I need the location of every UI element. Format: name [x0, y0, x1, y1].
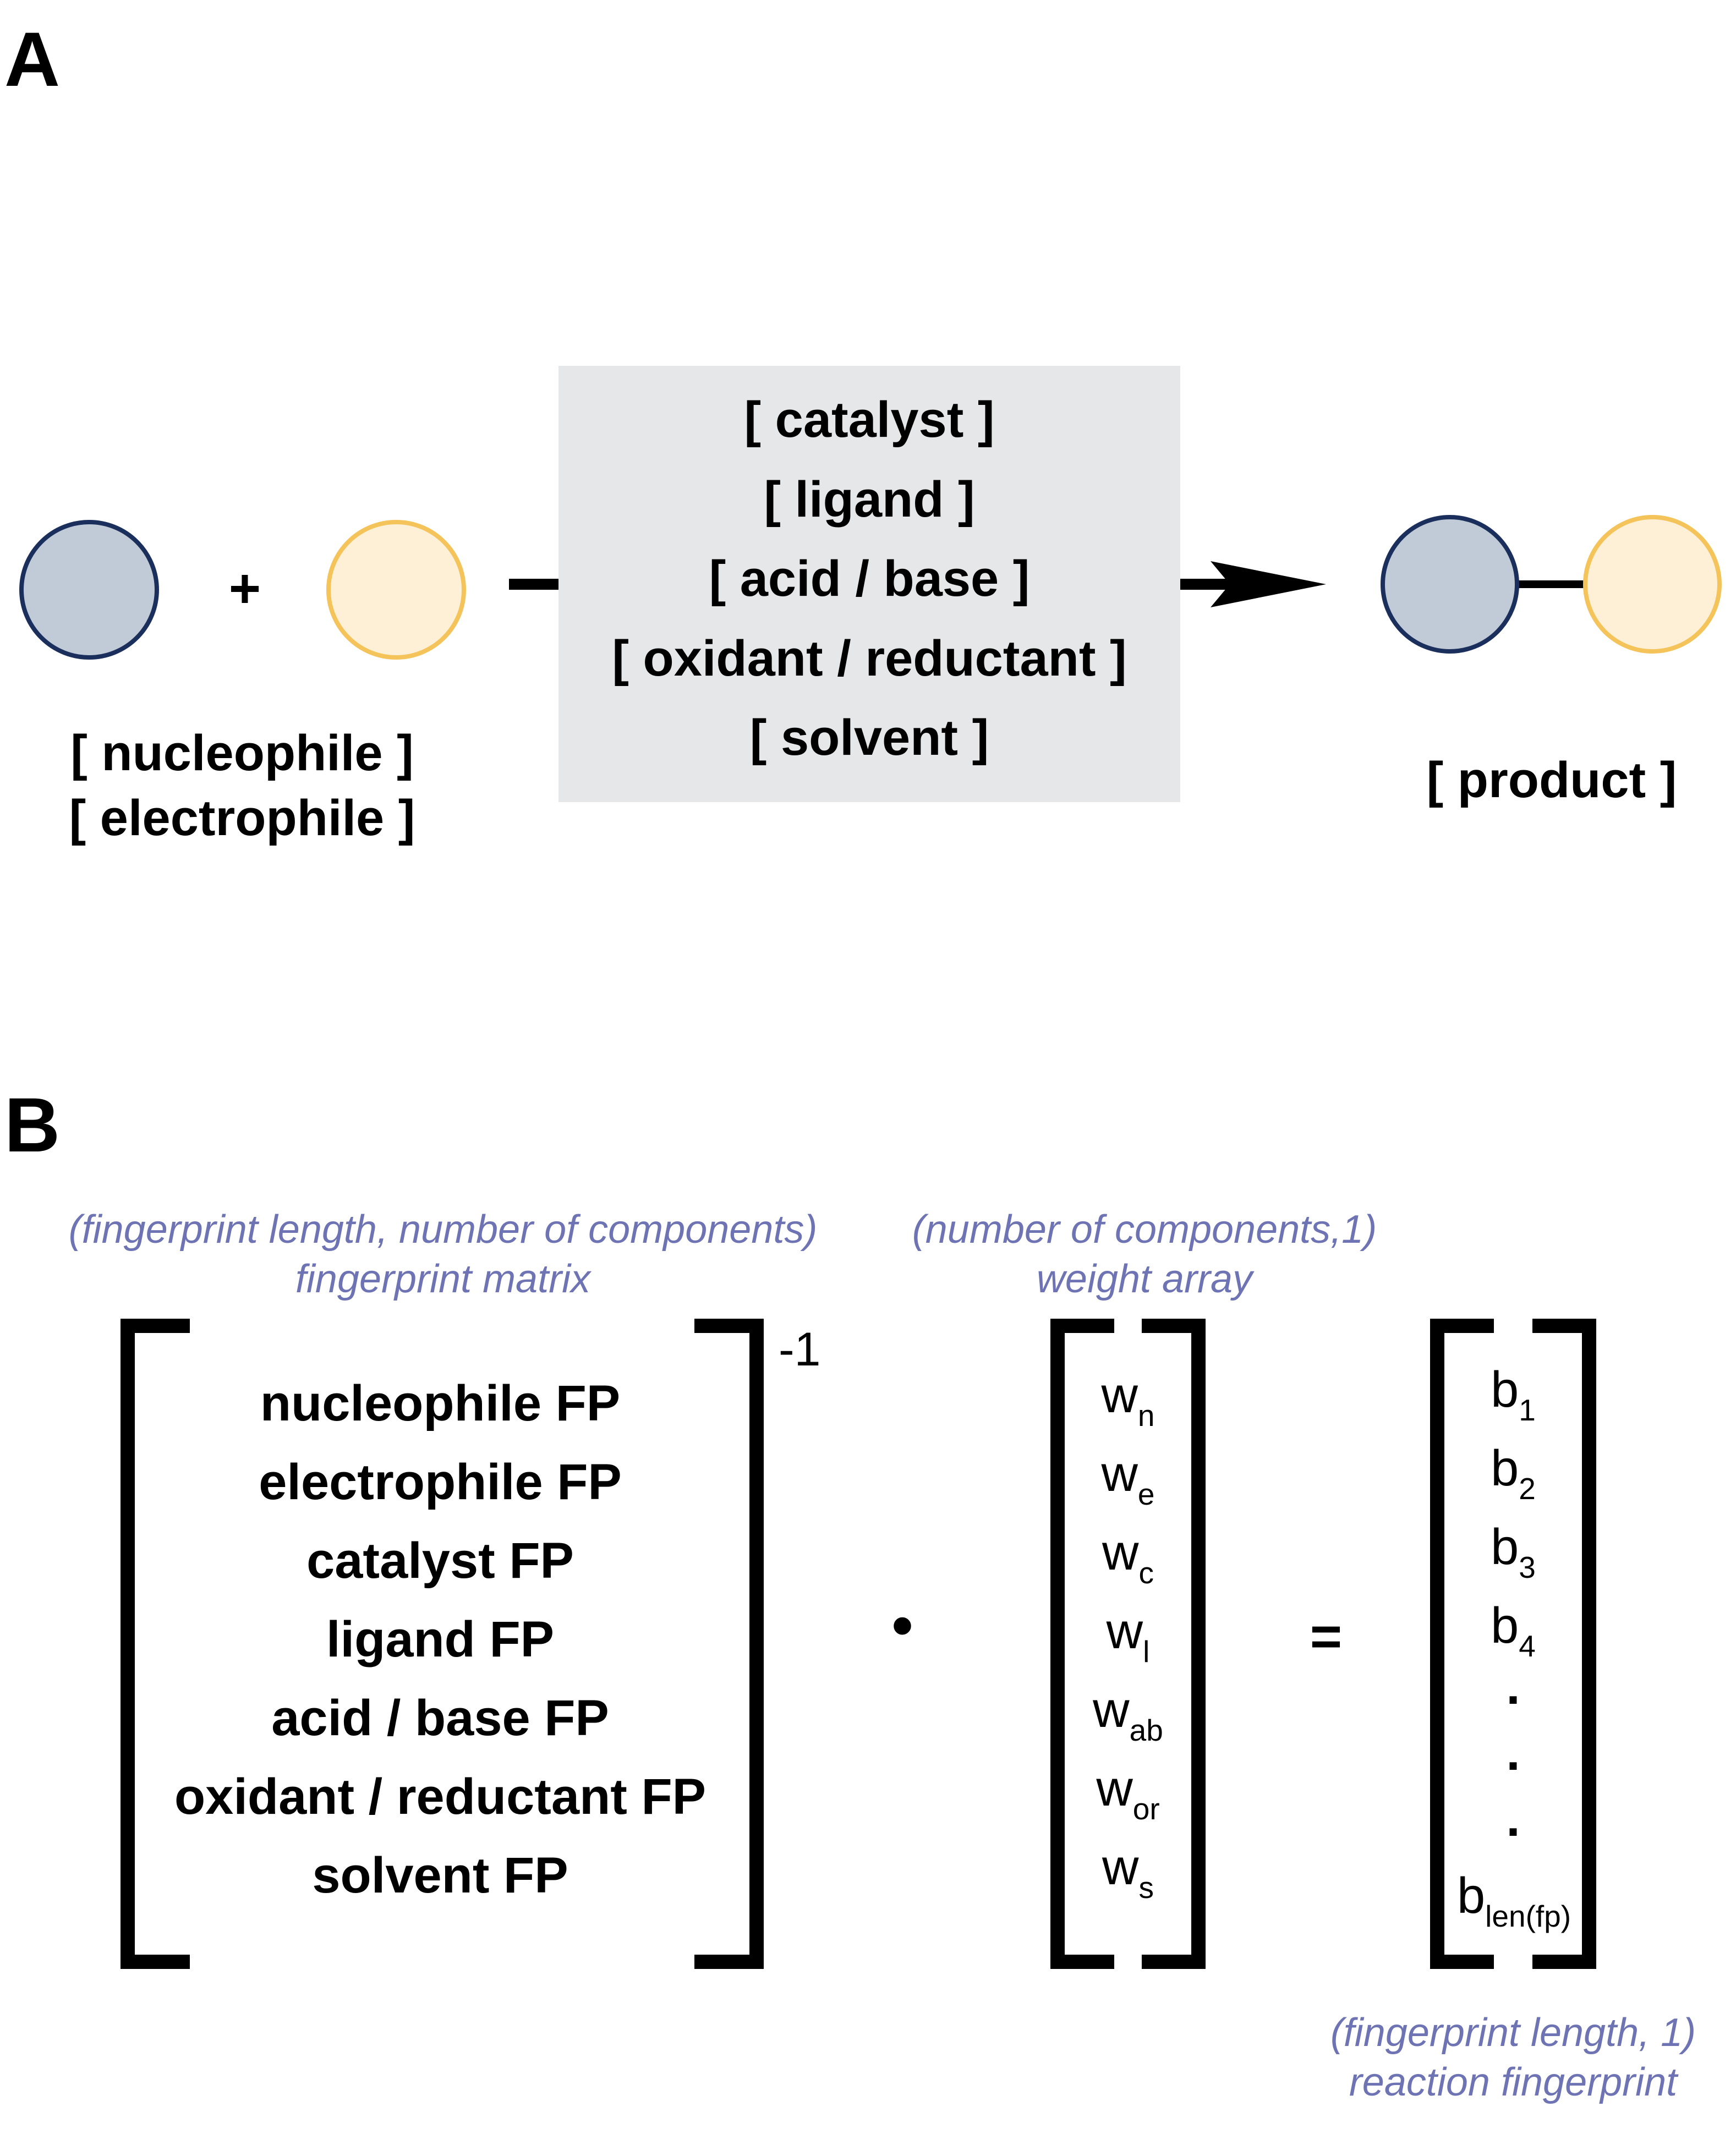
matrix-note: (fingerprint length, number of component…	[33, 1205, 853, 1304]
weights-right-bracket	[1142, 1319, 1206, 1969]
result-sub: len(fp)	[1485, 1899, 1571, 1933]
result-left-bracket	[1430, 1319, 1494, 1969]
weight-sub: e	[1137, 1477, 1155, 1511]
weight-base: w	[1093, 1682, 1130, 1738]
result-base: b	[1457, 1868, 1486, 1924]
result-base: b	[1491, 1598, 1519, 1654]
result-item: b4	[1447, 1600, 1579, 1661]
nucleophile-label: [ nucleophile ]	[70, 725, 414, 781]
weight-base: w	[1102, 1839, 1139, 1895]
result-base: b	[1491, 1440, 1519, 1496]
weight-sub: l	[1143, 1634, 1150, 1669]
weight-base: w	[1101, 1446, 1138, 1502]
product-label: [ product ]	[1426, 752, 1677, 808]
matrix-right-bracket	[694, 1319, 764, 1969]
weight-sub: ab	[1129, 1713, 1163, 1747]
result-sub: 2	[1519, 1471, 1536, 1506]
condition-solvent: [ solvent ]	[749, 710, 989, 766]
result-item: blen(fp)	[1447, 1870, 1589, 1932]
matrix-row-acid-base: acid / base FP	[271, 1690, 609, 1746]
weight-sub: or	[1132, 1791, 1160, 1826]
weight-sub: s	[1138, 1870, 1154, 1905]
matrix-row-electrophile: electrophile FP	[259, 1454, 622, 1510]
product-nucleophile-circle	[1381, 515, 1519, 654]
weight-base: w	[1106, 1603, 1143, 1659]
weights-note-shape: (number of components,1)	[912, 1208, 1377, 1252]
matrix-left-bracket	[121, 1319, 190, 1969]
weight-base: w	[1101, 1367, 1138, 1423]
result-note-name: reaction fingerprint	[1349, 2060, 1678, 2104]
matrix-note-name: fingerprint matrix	[295, 1257, 591, 1301]
weight-base: w	[1102, 1524, 1139, 1581]
conditions-box: [ catalyst ] [ ligand ] [ acid / base ] …	[558, 366, 1180, 802]
panel-b-letter: B	[4, 1082, 61, 1168]
electrophile-circle	[326, 520, 466, 660]
reaction-arrow-head	[1211, 561, 1326, 607]
result-note: (fingerprint length, 1) reaction fingerp…	[1299, 2008, 1728, 2107]
product-electrophile-circle	[1583, 515, 1722, 654]
matrix-row-nucleophile: nucleophile FP	[260, 1375, 621, 1431]
result-ellipsis-dot: .	[1447, 1727, 1579, 1778]
matrix-row-oxidant-reductant: oxidant / reductant FP	[174, 1769, 707, 1825]
weight-item: wn	[1073, 1370, 1183, 1431]
result-sub: 1	[1519, 1392, 1536, 1427]
result-right-bracket	[1532, 1319, 1596, 1969]
result-sub: 3	[1519, 1550, 1536, 1584]
condition-acid-base: [ acid / base ]	[709, 551, 1030, 607]
panel-a-letter: A	[4, 16, 61, 102]
weight-item: wab	[1073, 1685, 1183, 1746]
weight-item: ws	[1073, 1842, 1183, 1903]
weight-sub: n	[1137, 1398, 1155, 1433]
result-ellipsis-dot: .	[1447, 1661, 1579, 1712]
weight-item: wc	[1073, 1527, 1183, 1588]
reactant-labels: [ nucleophile ] [ electrophile ]	[22, 721, 462, 851]
weights-note-name: weight array	[1036, 1257, 1253, 1301]
result-item: b2	[1447, 1443, 1579, 1504]
result-base: b	[1491, 1362, 1519, 1418]
result-item: b1	[1447, 1364, 1579, 1425]
condition-oxidant-reductant: [ oxidant / reductant ]	[612, 630, 1127, 687]
result-base: .	[1506, 1659, 1520, 1715]
weight-item: wl	[1073, 1606, 1183, 1667]
weight-item: wor	[1073, 1763, 1183, 1824]
weight-base: w	[1096, 1760, 1133, 1817]
dot-operator: •	[891, 1592, 913, 1659]
result-item: b3	[1447, 1522, 1579, 1583]
electrophile-label: [ electrophile ]	[69, 790, 415, 846]
matrix-row-catalyst: catalyst FP	[306, 1533, 574, 1589]
result-note-shape: (fingerprint length, 1)	[1330, 2011, 1696, 2055]
condition-ligand: [ ligand ]	[764, 471, 975, 528]
weights-left-bracket	[1050, 1319, 1114, 1969]
weight-sub: c	[1138, 1555, 1154, 1590]
result-sub: 4	[1519, 1628, 1536, 1663]
matrix-inverse-exponent: -1	[779, 1323, 821, 1376]
matrix-note-shape: (fingerprint length, number of component…	[68, 1208, 818, 1252]
condition-catalyst: [ catalyst ]	[744, 392, 995, 448]
result-base: .	[1506, 1791, 1520, 1847]
nucleophile-circle	[19, 520, 159, 660]
weights-note: (number of components,1) weight array	[869, 1205, 1420, 1304]
plus-sign: +	[228, 558, 261, 619]
result-base: .	[1506, 1725, 1520, 1781]
matrix-row-solvent: solvent FP	[312, 1847, 568, 1903]
equals-sign: =	[1310, 1606, 1343, 1667]
result-ellipsis-dot: .	[1447, 1793, 1579, 1844]
result-base: b	[1491, 1519, 1519, 1575]
weight-item: we	[1073, 1449, 1183, 1510]
matrix-row-ligand: ligand FP	[326, 1611, 554, 1667]
